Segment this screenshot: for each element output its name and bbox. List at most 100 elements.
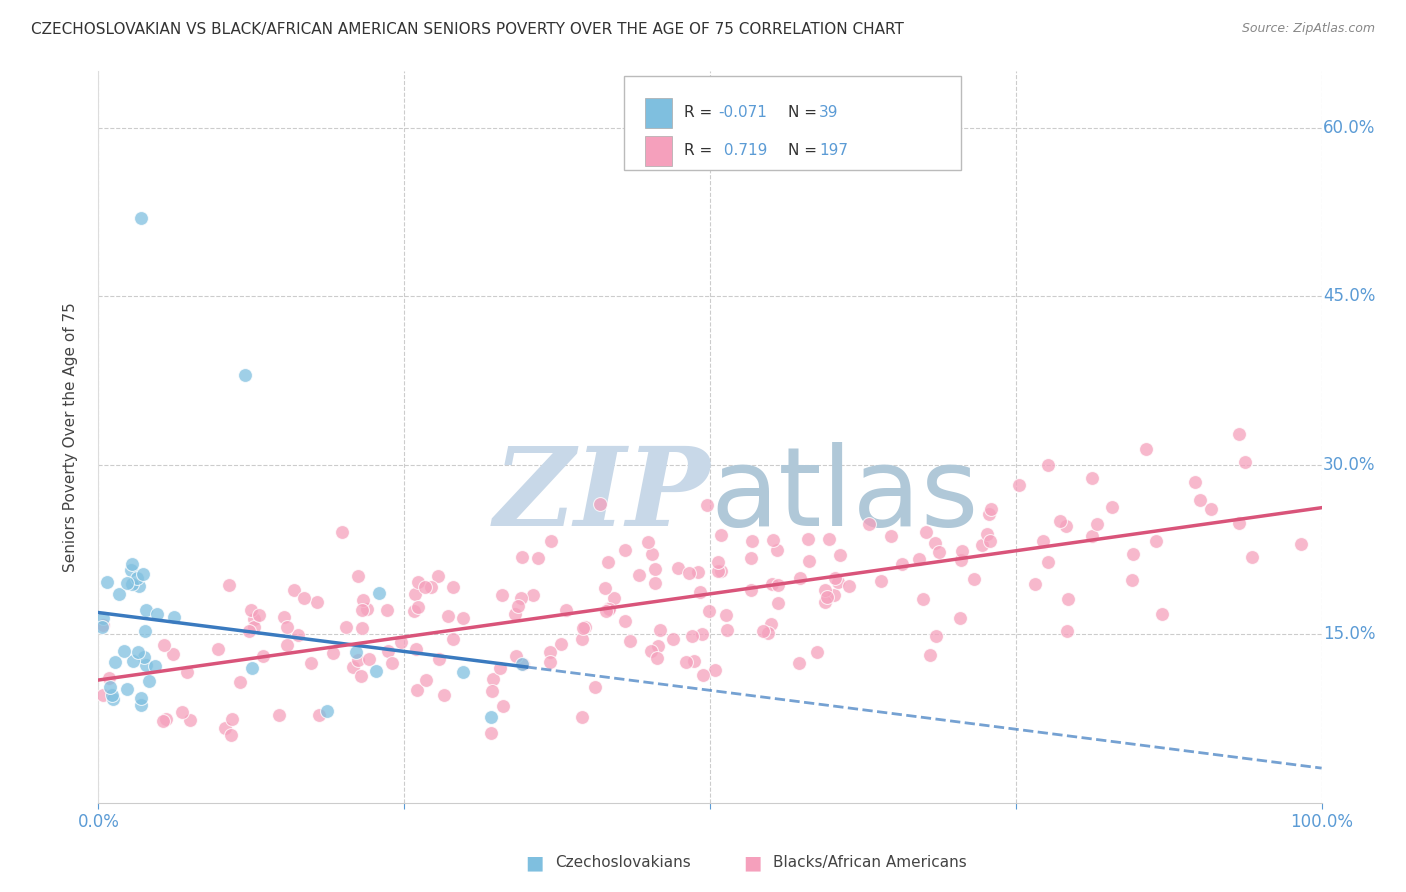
Point — [1085, 516, 1108, 531]
Point — [221, 712, 243, 726]
Point — [350, 603, 373, 617]
Point — [692, 668, 714, 682]
Point — [308, 708, 330, 723]
Point — [538, 644, 561, 658]
Point — [437, 609, 460, 624]
Point — [571, 709, 593, 723]
Point — [404, 586, 426, 600]
Point — [120, 563, 142, 577]
Point — [377, 644, 399, 658]
Point — [492, 699, 515, 714]
Point — [603, 591, 626, 605]
Point — [583, 681, 606, 695]
Point — [640, 643, 662, 657]
Point — [207, 641, 229, 656]
Point — [273, 610, 295, 624]
Point — [316, 704, 339, 718]
Point — [512, 657, 534, 671]
Point — [482, 672, 505, 686]
Point — [596, 555, 619, 569]
Bar — [645, 98, 672, 128]
Point — [762, 533, 785, 547]
Point — [540, 533, 562, 548]
Point — [292, 591, 315, 605]
Point — [766, 596, 789, 610]
Point — [628, 568, 651, 582]
Point — [814, 583, 837, 598]
Point — [1121, 573, 1143, 587]
Point — [104, 656, 127, 670]
Point — [287, 628, 309, 642]
Point — [146, 607, 169, 621]
Point — [1038, 458, 1060, 473]
Point — [143, 659, 166, 673]
Point — [366, 664, 388, 678]
Point — [419, 580, 441, 594]
Point — [267, 707, 290, 722]
Point — [375, 603, 398, 617]
Text: R =: R = — [685, 105, 717, 120]
Point — [740, 583, 762, 598]
Point — [1056, 592, 1078, 607]
Text: Source: ZipAtlas.com: Source: ZipAtlas.com — [1241, 22, 1375, 36]
Point — [740, 551, 762, 566]
Point — [276, 638, 298, 652]
Point — [644, 575, 666, 590]
Point — [827, 574, 849, 589]
Point — [91, 611, 114, 625]
Point — [818, 532, 841, 546]
Text: Czechoslovakians: Czechoslovakians — [555, 855, 692, 870]
Point — [976, 527, 998, 541]
Point — [681, 629, 703, 643]
Point — [1227, 516, 1250, 531]
Point — [129, 691, 152, 706]
Point — [644, 562, 666, 576]
Bar — [645, 136, 672, 166]
Point — [367, 586, 389, 600]
Point — [1081, 529, 1104, 543]
Point — [451, 611, 474, 625]
Point — [108, 587, 131, 601]
Point — [869, 574, 891, 589]
Point — [522, 588, 544, 602]
Point — [703, 663, 725, 677]
Point — [346, 569, 368, 583]
Point — [675, 656, 697, 670]
Point — [406, 599, 429, 614]
Point — [710, 564, 733, 578]
Point — [101, 688, 124, 702]
Point — [949, 610, 972, 624]
Point — [950, 553, 973, 567]
Point — [550, 637, 572, 651]
Point — [176, 665, 198, 680]
Point — [132, 650, 155, 665]
Point — [218, 578, 240, 592]
Point — [233, 368, 256, 383]
Point — [574, 619, 596, 633]
Point — [402, 605, 425, 619]
Point — [924, 535, 946, 549]
Point — [641, 547, 664, 561]
Point — [613, 614, 636, 628]
Point — [503, 607, 526, 621]
Point — [342, 660, 364, 674]
Text: ZIP: ZIP — [494, 442, 710, 549]
Text: N =: N = — [789, 105, 823, 120]
Point — [240, 603, 263, 617]
Point — [1184, 475, 1206, 489]
Point — [344, 644, 367, 658]
Point — [662, 632, 685, 646]
Text: CZECHOSLOVAKIAN VS BLACK/AFRICAN AMERICAN SENIORS POVERTY OVER THE AGE OF 75 COR: CZECHOSLOVAKIAN VS BLACK/AFRICAN AMERICA… — [31, 22, 904, 37]
Point — [1189, 493, 1212, 508]
Point — [243, 620, 266, 634]
Point — [1008, 477, 1031, 491]
Point — [571, 632, 593, 647]
Text: 60.0%: 60.0% — [1323, 119, 1375, 136]
Point — [152, 714, 174, 728]
Point — [666, 560, 689, 574]
Point — [243, 612, 266, 626]
Point — [112, 644, 135, 658]
Text: 15.0%: 15.0% — [1323, 625, 1375, 643]
Point — [481, 684, 503, 698]
Point — [789, 571, 811, 585]
